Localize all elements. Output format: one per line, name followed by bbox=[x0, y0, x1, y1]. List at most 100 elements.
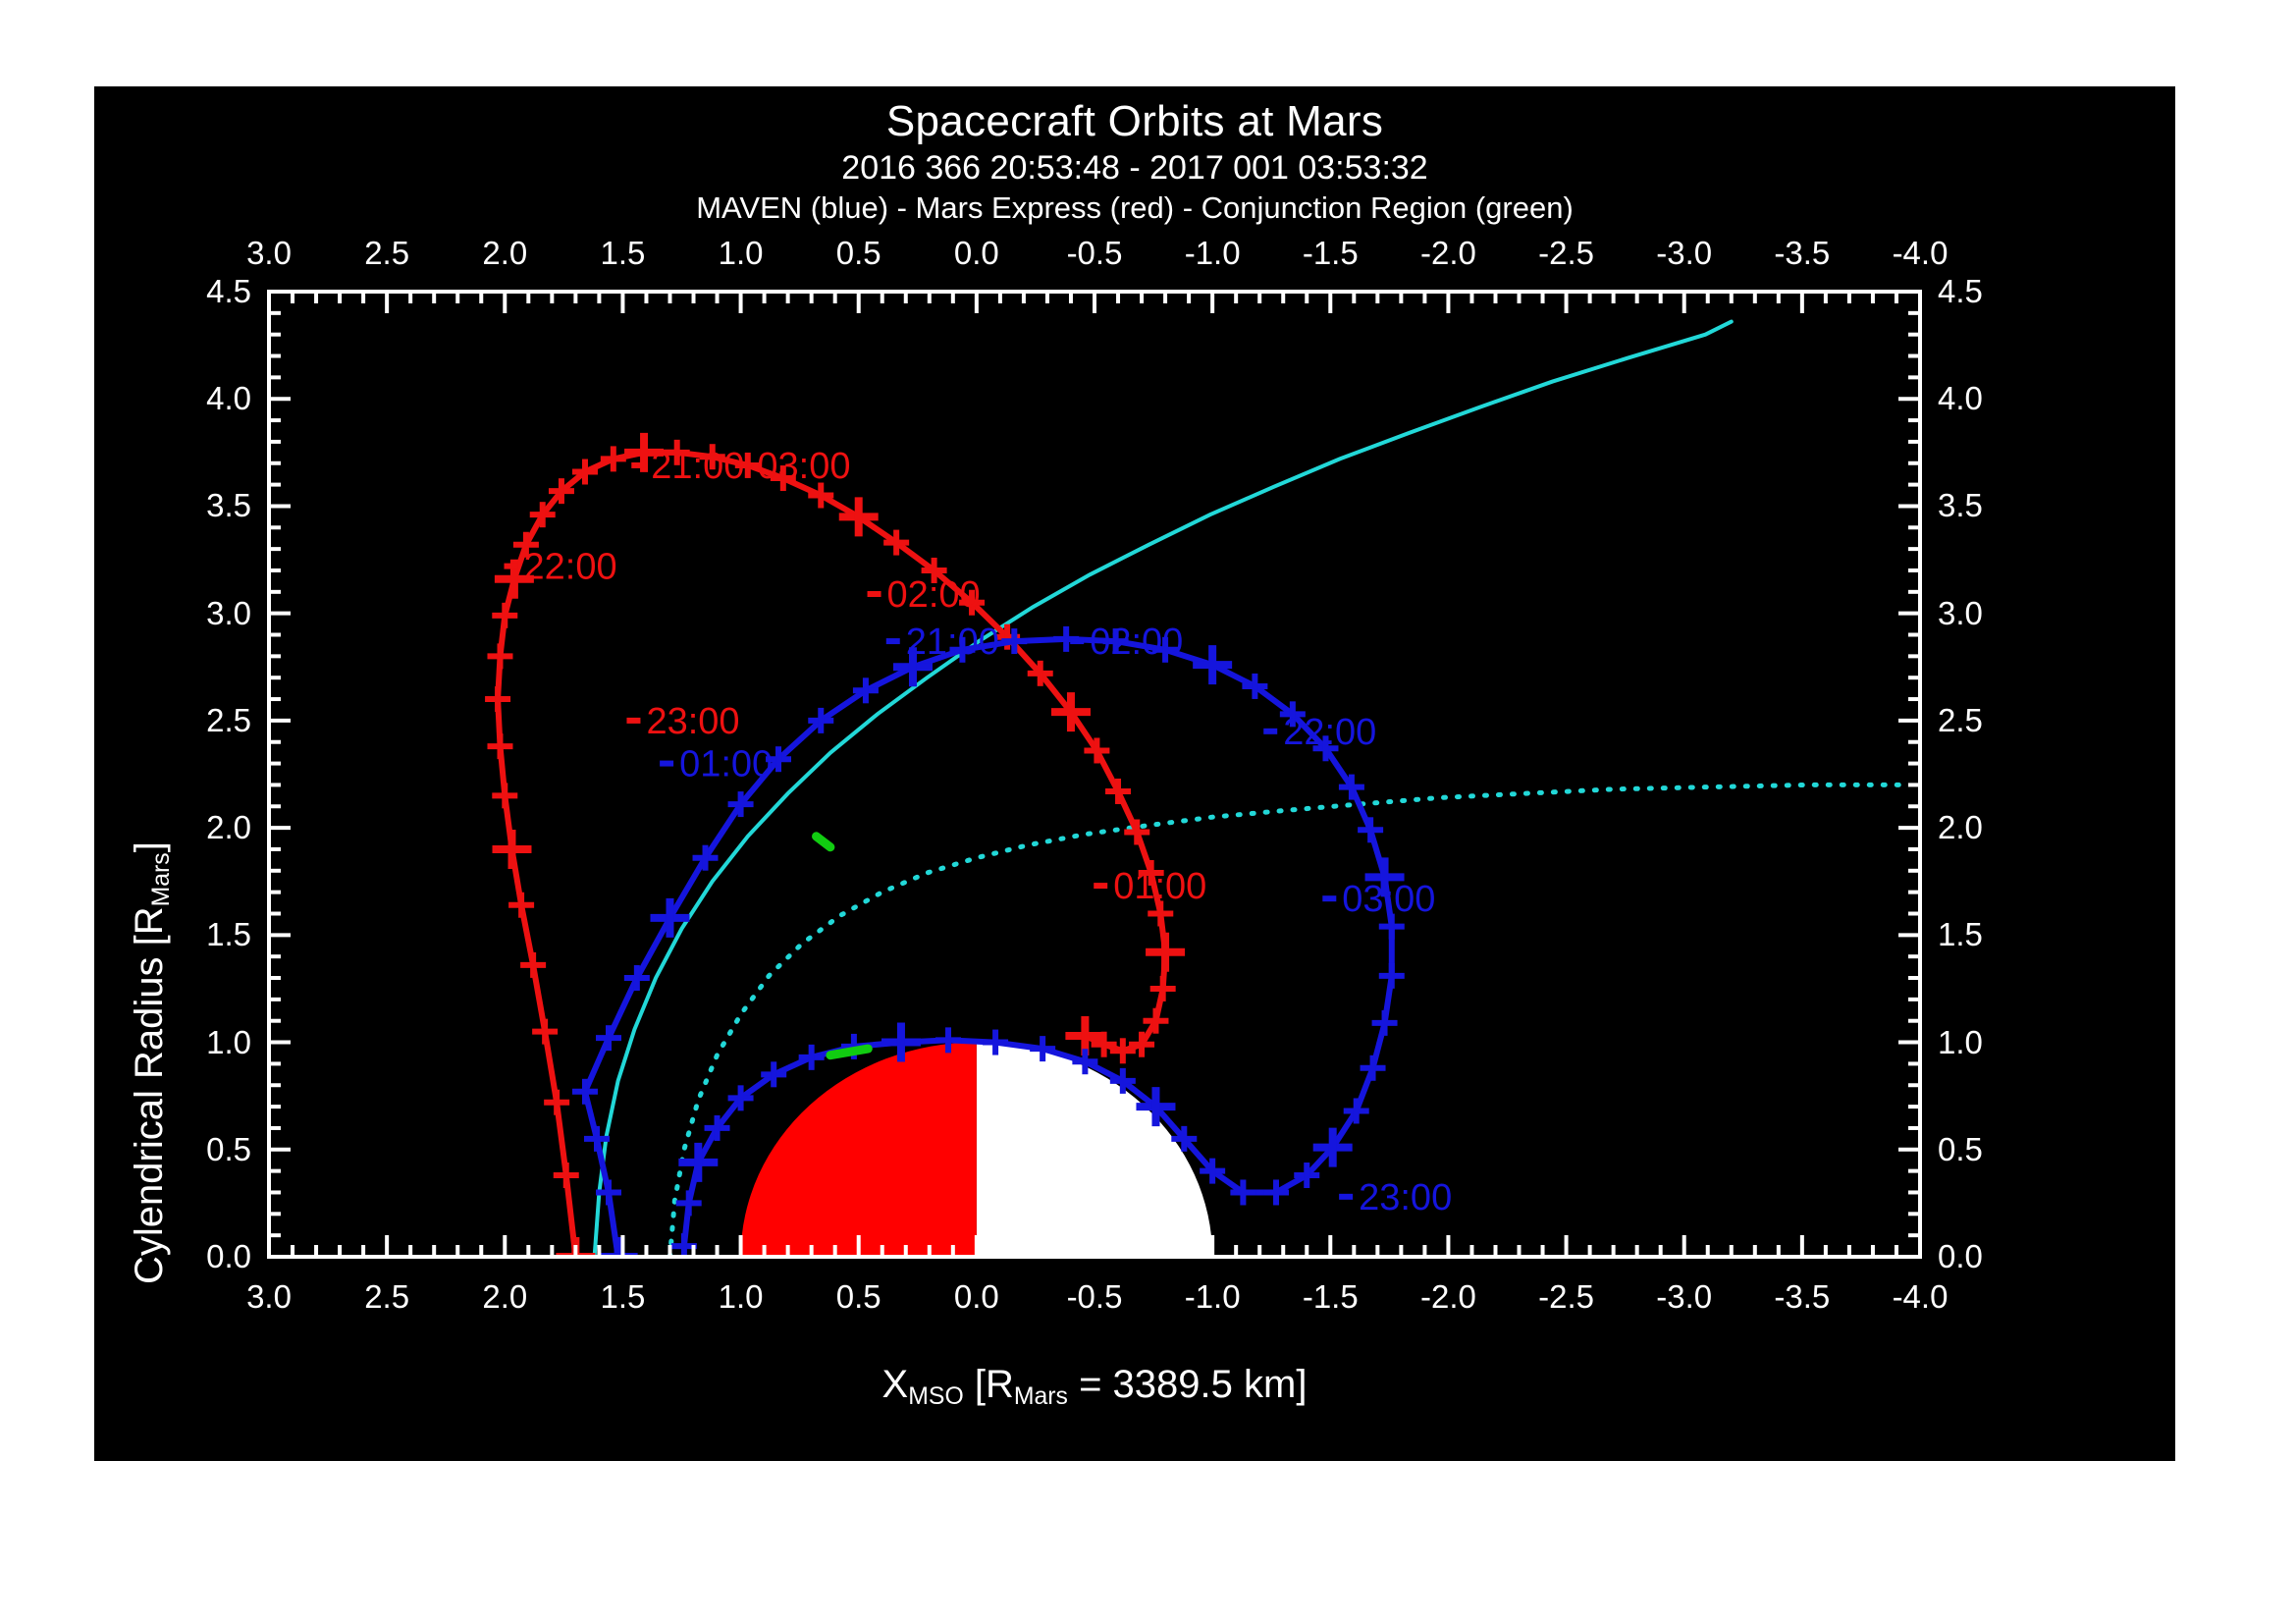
orbit-tick-marker bbox=[798, 1044, 825, 1070]
chart-legend-line: MAVEN (blue) - Mars Express (red) - Conj… bbox=[696, 190, 1574, 225]
x-tick-label-top: 1.0 bbox=[718, 235, 764, 271]
orbit-tick-marker bbox=[1343, 1098, 1369, 1124]
orbit-tick-marker bbox=[766, 746, 792, 773]
orbit-tick-marker bbox=[485, 686, 511, 713]
orbit-tick-marker bbox=[1143, 1007, 1169, 1034]
orbit-tick-marker bbox=[556, 1237, 596, 1257]
plot-frame: Spacecraft Orbits at Mars 2016 366 20:53… bbox=[94, 86, 2175, 1461]
y-tick-label-left: 1.5 bbox=[206, 916, 251, 953]
x-tick-label-bottom: -4.0 bbox=[1892, 1278, 1949, 1315]
orbit-tick-marker bbox=[492, 783, 518, 809]
orbit-tick-marker bbox=[548, 478, 574, 505]
y-tick-label-left: 3.0 bbox=[206, 594, 251, 631]
orbit-tick-marker bbox=[1378, 962, 1405, 989]
x-tick-label-bottom: -2.5 bbox=[1538, 1278, 1594, 1315]
orbit-tick-marker bbox=[1230, 1179, 1256, 1206]
orbit-tick-marker bbox=[983, 1029, 1009, 1055]
y-tick-label-left: 4.5 bbox=[206, 273, 251, 309]
x-tick-label-top: -1.5 bbox=[1302, 235, 1359, 271]
orbit-tick-marker bbox=[678, 1142, 719, 1182]
x-tick-label-top: 1.5 bbox=[600, 235, 646, 271]
mars-disk bbox=[740, 1042, 1213, 1257]
orbit-tick-marker bbox=[583, 1125, 610, 1152]
orbit-tick-marker bbox=[1200, 1158, 1226, 1184]
orbit-tick-marker bbox=[883, 529, 910, 556]
orbit-tick-marker bbox=[1312, 735, 1339, 762]
orbit-tick-marker bbox=[1084, 737, 1110, 764]
y-tick-label-left: 3.5 bbox=[206, 487, 251, 524]
orbit-tick-marker bbox=[650, 897, 690, 938]
orbit-tick-marker bbox=[959, 589, 986, 616]
y-tick-label-right: 3.5 bbox=[1938, 487, 1983, 524]
orbit-tick-marker bbox=[1360, 1055, 1386, 1081]
time-label-maven: 23:00 bbox=[1359, 1177, 1452, 1218]
chart-title: Spacecraft Orbits at Mars bbox=[885, 97, 1384, 145]
x-tick-label-top: -1.0 bbox=[1184, 235, 1241, 271]
time-label-mars-express: 02:00 bbox=[887, 574, 981, 616]
orbit-tick-marker bbox=[571, 459, 598, 485]
orbit-tick-marker bbox=[512, 531, 539, 558]
orbit-tick-marker bbox=[808, 482, 834, 509]
orbit-tick-marker bbox=[770, 465, 796, 492]
orbit-tick-marker bbox=[520, 951, 547, 978]
orbit-tick-marker bbox=[1294, 1162, 1320, 1188]
time-label-mars-express: 21:00 bbox=[651, 446, 744, 487]
orbit-tick-marker bbox=[1109, 1038, 1136, 1064]
orbit-tick-marker bbox=[699, 444, 725, 470]
orbit-tick-marker bbox=[1378, 913, 1405, 940]
x-tick-label-bottom: 1.5 bbox=[600, 1278, 646, 1315]
time-label-mars-express: 01:00 bbox=[1113, 866, 1206, 907]
orbit-tick-marker bbox=[1001, 628, 1028, 655]
orbit-tick-marker bbox=[600, 446, 626, 472]
axis-lines bbox=[267, 290, 1922, 1259]
orbit-tick-marker bbox=[1072, 1049, 1098, 1075]
orbit-tick-marker bbox=[1102, 628, 1129, 655]
x-tick-label-top: 2.0 bbox=[482, 235, 528, 271]
title-block: Spacecraft Orbits at Mars 2016 366 20:53… bbox=[94, 86, 2175, 228]
orbit-tick-marker bbox=[596, 1179, 622, 1206]
orbit-tick-marker bbox=[921, 557, 947, 583]
curve-magnetic-pileup-boundary bbox=[667, 782, 1911, 1257]
orbit-tick-marker bbox=[529, 502, 556, 528]
orbit-tick-marker bbox=[544, 1089, 570, 1115]
orbit-tick-marker bbox=[1171, 1125, 1198, 1152]
orbit-tick-marker bbox=[532, 1018, 559, 1045]
y-tick-label-left: 4.0 bbox=[206, 380, 251, 417]
orbit-tick-marker bbox=[1148, 900, 1174, 927]
orbit-tick-marker bbox=[935, 1027, 962, 1054]
orbit-tick-marker bbox=[704, 1114, 730, 1141]
y-tick-label-left: 1.0 bbox=[206, 1023, 251, 1060]
orbit-tick-marker bbox=[1338, 774, 1364, 800]
x-axis-title: XMSO [RMars = 3389.5 km] bbox=[881, 1363, 1308, 1410]
time-label-maven: 02:00 bbox=[1090, 622, 1183, 663]
orbit-tick-marker bbox=[1105, 778, 1132, 804]
y-tick-label-left: 0.5 bbox=[206, 1130, 251, 1167]
x-tick-label-bottom: -3.5 bbox=[1774, 1278, 1831, 1315]
orbit-tick-marker bbox=[508, 892, 535, 918]
y-tick-label-right: 4.5 bbox=[1938, 273, 1983, 309]
x-tick-label-top: 2.5 bbox=[364, 235, 410, 271]
x-tick-label-top: -0.5 bbox=[1066, 235, 1123, 271]
orbit-tick-marker bbox=[1371, 1009, 1398, 1036]
chart-subtitle: 2016 366 20:53:48 - 2017 001 03:53:32 bbox=[841, 149, 1428, 187]
orbit-tick-marker bbox=[881, 1022, 921, 1062]
orbit-tick-marker bbox=[838, 497, 879, 537]
orbit-tick-marker bbox=[492, 829, 532, 869]
orbit-tick-marker bbox=[892, 647, 933, 687]
plot-canvas: 21:00 22:00 23:00 01:00 02:00 03:00 21:00 22:00… bbox=[94, 86, 2175, 1461]
x-tick-label-bottom: 3.0 bbox=[246, 1278, 292, 1315]
conjunction-segment bbox=[826, 1044, 873, 1060]
time-label-mars-express: 22:00 bbox=[524, 547, 617, 588]
orbit-tick-marker bbox=[949, 636, 976, 663]
time-label-maven: 21:00 bbox=[906, 622, 999, 663]
conjunction-segment bbox=[812, 832, 835, 852]
time-label-maven: 03:00 bbox=[1342, 879, 1435, 920]
orbit-tick-marker bbox=[664, 439, 690, 465]
time-label-maven: 01:00 bbox=[679, 744, 773, 785]
orbit-tick-marker bbox=[1358, 817, 1384, 843]
x-tick-label-top: -4.0 bbox=[1892, 235, 1949, 271]
orbit-tick-marker bbox=[1030, 1036, 1056, 1062]
y-tick-label-right: 0.5 bbox=[1938, 1130, 1983, 1167]
orbit-tick-marker bbox=[1136, 1087, 1176, 1127]
